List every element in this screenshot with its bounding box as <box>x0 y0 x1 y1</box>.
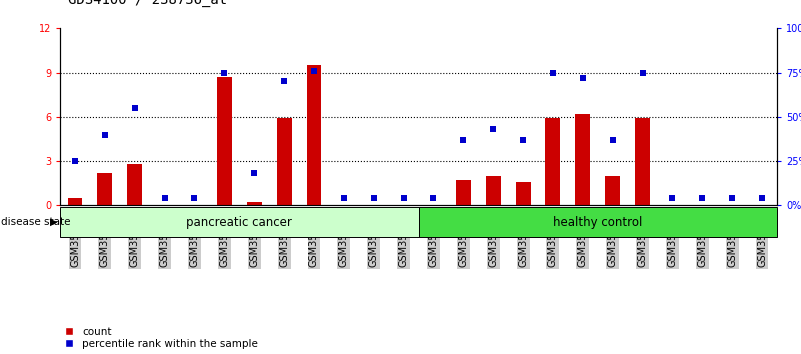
Point <box>726 195 739 201</box>
Point <box>397 195 410 201</box>
Bar <box>217 77 231 205</box>
Point <box>577 75 590 81</box>
Point <box>188 195 201 201</box>
Point <box>128 105 141 111</box>
Point <box>368 195 380 201</box>
Point <box>69 158 82 164</box>
Point <box>248 171 260 176</box>
Bar <box>67 198 83 205</box>
Bar <box>247 202 262 205</box>
Bar <box>127 164 143 205</box>
Bar <box>60 207 418 237</box>
Bar <box>98 173 112 205</box>
Point <box>218 70 231 75</box>
Bar <box>606 176 620 205</box>
Bar <box>545 118 561 205</box>
Point <box>159 195 171 201</box>
Bar <box>456 180 471 205</box>
Bar <box>307 65 321 205</box>
Text: ▶: ▶ <box>50 217 58 227</box>
Bar <box>516 182 530 205</box>
Text: GDS4100 / 238736_at: GDS4100 / 238736_at <box>68 0 227 7</box>
Point <box>99 132 111 137</box>
Bar <box>635 118 650 205</box>
Text: disease state: disease state <box>1 217 70 227</box>
Point <box>755 195 768 201</box>
Point <box>636 70 649 75</box>
Bar <box>485 176 501 205</box>
Point <box>606 137 619 143</box>
Point <box>278 79 291 84</box>
Text: healthy control: healthy control <box>553 216 642 229</box>
Point <box>457 137 469 143</box>
Point <box>517 137 529 143</box>
Bar <box>276 118 292 205</box>
Point <box>427 195 440 201</box>
Point <box>308 68 320 74</box>
Text: pancreatic cancer: pancreatic cancer <box>187 216 292 229</box>
Point <box>546 70 559 75</box>
Point <box>666 195 678 201</box>
Point <box>696 195 709 201</box>
Bar <box>575 114 590 205</box>
Point <box>487 126 500 132</box>
Legend: count, percentile rank within the sample: count, percentile rank within the sample <box>66 327 258 349</box>
Point <box>337 195 350 201</box>
Bar <box>418 207 777 237</box>
